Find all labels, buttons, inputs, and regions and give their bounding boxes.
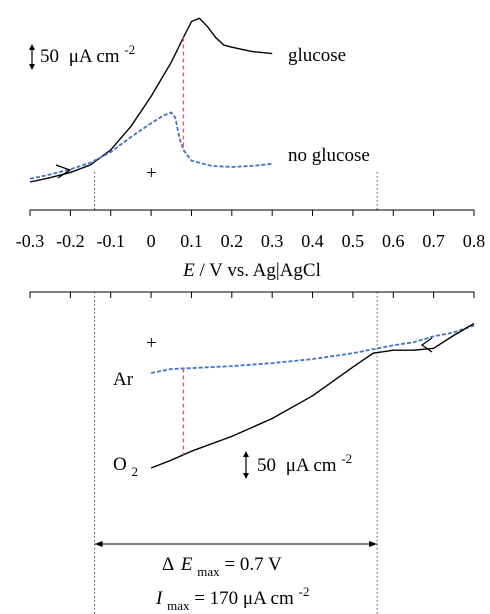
label-o2-sub: 2 [131, 464, 138, 479]
x-tick-label: 0.2 [221, 231, 244, 251]
label-o2: O [113, 454, 127, 475]
axes: -0.3 -0.2 -0.1 0 0.1 0.2 0.3 0.4 0.5 0.6 0.7 0.8 [16, 209, 486, 298]
x-axis-title: E / V vs. Ag|AgCl [182, 260, 321, 281]
bottom-plus-marker: + [146, 333, 157, 354]
delta-symbol: Δ [162, 554, 174, 575]
delta-e-annotation: Δ E max = 0.7 V I max = 170 μA cm -2 [94, 541, 378, 614]
top-scale-unit: μA cm [69, 46, 120, 67]
guide-lines [94, 172, 378, 614]
bottom-scale-value: 50 [257, 455, 276, 476]
x-tick-label: -0.1 [96, 231, 125, 251]
label-ar: Ar [113, 369, 134, 390]
label-no-glucose: no glucose [288, 145, 370, 166]
series-line-no-glucose [29, 111, 273, 180]
x-tick-label: 0.7 [422, 231, 445, 251]
bottom-panel: 50 μA cm -2 + Ar O 2 [113, 322, 475, 479]
delta-e-sub: max [197, 564, 220, 579]
top-scale-unit-sup: -2 [124, 42, 135, 57]
delta-e-value: = 0.7 V [224, 554, 282, 575]
svg-text:O 2: O 2 [113, 454, 138, 479]
top-scale-bar: 50 μA cm -2 [29, 42, 135, 70]
x-tick-label: 0 [147, 231, 156, 251]
x-tick-label: 0.1 [180, 231, 203, 251]
svg-text:50 μA cm -2: 50 μA cm -2 [40, 42, 135, 67]
i-max-sub: max [167, 598, 190, 613]
series-line-o2 [150, 322, 475, 469]
svg-text:50 μA cm -2: 50 μA cm -2 [257, 451, 352, 476]
x-tick-label: 0.4 [301, 231, 324, 251]
series-line-ar [150, 324, 475, 374]
x-tick-label: 0.3 [261, 231, 284, 251]
x-tick-label: -0.3 [16, 231, 45, 251]
i-max-var: I [155, 588, 164, 609]
x-tick-label: 0.5 [342, 231, 365, 251]
scan-direction-arrow-bottom [420, 337, 433, 353]
top-scale-value: 50 [40, 46, 59, 67]
bottom-scale-unit: μA cm [286, 455, 337, 476]
i-max-text: I max = 170 μA cm -2 [155, 584, 309, 614]
top-plus-marker: + [146, 163, 157, 184]
x-axis-title-var: E [182, 260, 195, 281]
series-line-glucose [29, 17, 273, 183]
x-tick-label: 0.8 [463, 231, 486, 251]
i-max-value: = 170 μA cm [194, 588, 294, 609]
scan-direction-arrow-top [55, 164, 72, 179]
bottom-scale-unit-sup: -2 [341, 451, 352, 466]
i-max-unit-sup: -2 [299, 584, 310, 599]
delta-e-var: E [180, 554, 193, 575]
delta-e-text: Δ E max = 0.7 V [162, 554, 282, 581]
x-tick-label: -0.2 [56, 231, 85, 251]
x-tick-label: 0.6 [382, 231, 405, 251]
label-glucose: glucose [288, 45, 346, 66]
bottom-scale-bar: 50 μA cm -2 [243, 451, 352, 479]
top-panel: 50 μA cm -2 + glucose no glucose [29, 17, 370, 184]
x-axis-title-rest: / V vs. Ag|AgCl [200, 260, 321, 281]
